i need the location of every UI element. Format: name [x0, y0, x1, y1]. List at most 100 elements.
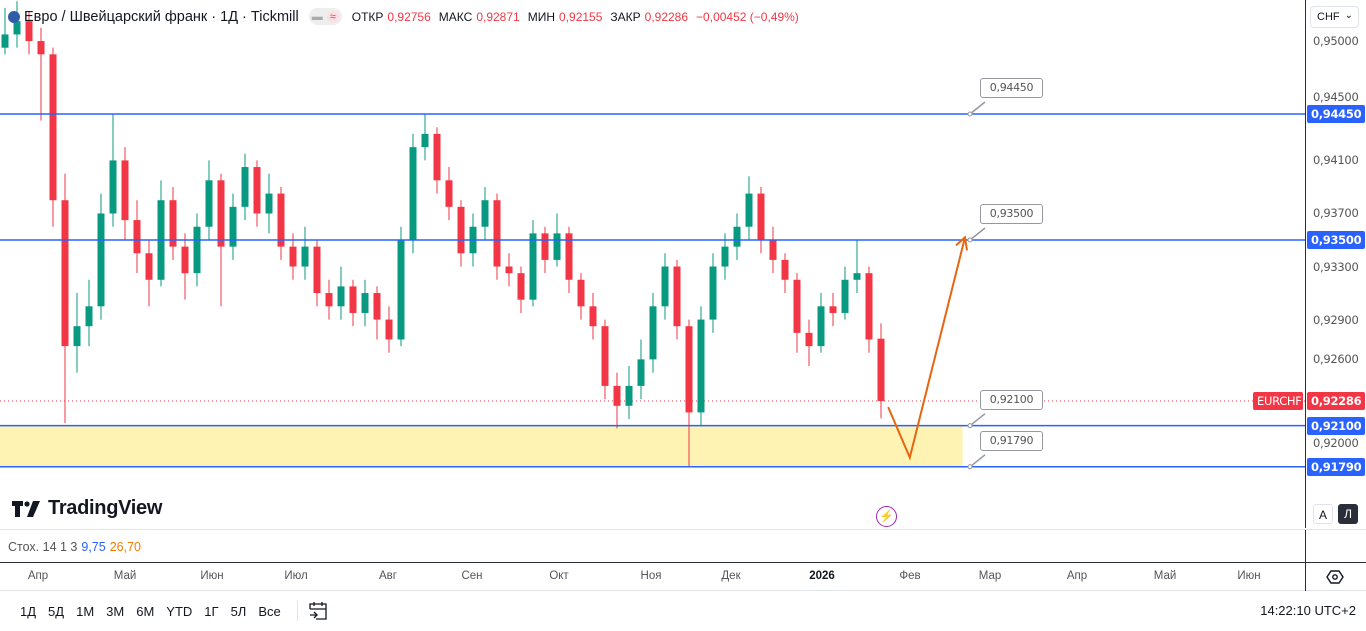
candle-body — [253, 167, 261, 214]
candle-body — [817, 306, 825, 347]
level-callout[interactable]: 0,91790 — [980, 430, 1043, 451]
bottom-toolbar: 1Д 5Д 1М 3М 6М YTD 1Г 5Л Все 14:22:10 UTC+2 — [0, 591, 1366, 631]
change-value: −0,00452 (−0,49%) — [696, 9, 799, 24]
candle-body — [421, 133, 429, 148]
time-tick-label: Мар — [978, 570, 1002, 582]
candle-body — [517, 273, 525, 300]
candle-body — [169, 200, 177, 247]
time-tick-label: Июн — [200, 570, 224, 582]
range-button[interactable]: 1М — [76, 603, 95, 619]
level-callout[interactable]: 0,94450 — [980, 78, 1043, 98]
candle-body — [349, 286, 357, 313]
candle-body — [265, 193, 273, 214]
low-value: 0,92155 — [559, 9, 603, 24]
candle-body — [97, 213, 105, 307]
currency-value: CHF — [1317, 11, 1340, 23]
candle-body — [325, 293, 333, 307]
time-tick-label: Май — [1153, 570, 1177, 582]
candle-body — [733, 226, 741, 247]
time-tick-label: Дек — [721, 570, 741, 582]
dash-icon: ▬ — [311, 10, 323, 23]
open-label: ОТКР — [351, 9, 384, 24]
range-button[interactable]: 5Д — [48, 603, 65, 619]
time-tick-label: 2026 — [809, 570, 835, 582]
candle-body — [25, 21, 33, 42]
lightning-icon[interactable]: ⚡ — [876, 506, 897, 527]
price-tick-label: 0,95000 — [1313, 34, 1359, 49]
projection-arrow — [887, 237, 966, 461]
price-axis[interactable]: 0,95000 0,94500 0,94100 0,93700 0,93300 0,929… — [1305, 0, 1366, 528]
candle-body — [301, 246, 309, 267]
settings-icon[interactable] — [1326, 569, 1344, 585]
candlestick-chart[interactable] — [0, 0, 1305, 528]
candle-body — [433, 133, 441, 181]
candle-body — [373, 293, 381, 320]
open-value: 0,92756 — [387, 9, 431, 24]
time-tick-label: Авг — [379, 570, 397, 582]
chart-plot-area[interactable] — [0, 0, 1305, 528]
range-button[interactable]: YTD — [166, 603, 193, 619]
candle-body — [277, 193, 285, 247]
time-tick-label: Фев — [899, 570, 921, 582]
clock[interactable]: 14:22:10 UTC+2 — [1260, 603, 1356, 618]
log-scale-button[interactable]: Л — [1338, 504, 1358, 524]
range-button[interactable]: 1Г — [204, 603, 219, 619]
time-tick-label: Ноя — [640, 570, 662, 582]
time-axis[interactable]: Апр Май Июн Июл Авг Сен Окт Ноя Дек 2026 Фев Мар Апр… — [0, 563, 1366, 591]
high-label: МАКС — [438, 9, 473, 24]
candle-body — [241, 167, 249, 207]
price-tick-label: 0,92000 — [1313, 435, 1359, 450]
candle-body — [61, 200, 69, 347]
candle-body — [361, 293, 369, 313]
candle-body — [793, 279, 801, 333]
level-callout[interactable]: 0,92100 — [980, 389, 1043, 410]
callout-pointer — [969, 413, 986, 427]
candle-body — [781, 259, 789, 280]
symbol-title[interactable]: Евро / Швейцарский франк · 1Д · Tickmill — [24, 8, 299, 25]
level-callout[interactable]: 0,93500 — [980, 204, 1043, 224]
price-tick-label: 0,93700 — [1313, 206, 1359, 221]
level-price-label: 0,93500 — [1307, 231, 1365, 249]
calendar-goto-icon[interactable] — [308, 601, 328, 621]
candle-body — [13, 21, 21, 35]
symbol-status-pill[interactable]: ▬ ≈ — [308, 8, 342, 25]
range-button[interactable]: 3М — [106, 603, 125, 619]
candle-body — [673, 266, 681, 327]
support-zone — [0, 425, 963, 467]
candle-body — [85, 306, 93, 327]
tradingview-logo[interactable]: TradingView — [12, 497, 162, 520]
time-tick-label: Июн — [1237, 570, 1261, 582]
candle-body — [853, 273, 861, 280]
time-tick-label: Окт — [549, 570, 569, 582]
range-button[interactable]: 6М — [136, 603, 155, 619]
candle-body — [121, 160, 129, 221]
candle-body — [745, 193, 753, 227]
candle-body — [865, 273, 873, 340]
range-button[interactable]: Все — [258, 603, 281, 619]
symbol-tag: EURCHF — [1253, 392, 1303, 410]
stochastic-pane[interactable]: Стох. 14 1 3 9,75 26,70 — [0, 529, 1366, 564]
symbol-flag-icon — [8, 10, 20, 23]
candle-body — [649, 306, 657, 360]
stoch-d-value: 26,70 — [109, 540, 141, 554]
chevron-down-icon: ⌄ — [1344, 10, 1353, 21]
candle-body — [145, 253, 153, 280]
candle-body — [565, 233, 573, 280]
last-price-label: 0,92286 — [1307, 392, 1365, 410]
auto-scale-button[interactable]: A — [1313, 504, 1333, 524]
candle-body — [229, 206, 237, 247]
candle-body — [505, 266, 513, 274]
range-button[interactable]: 5Л — [230, 603, 247, 619]
level-price-label: 0,91790 — [1307, 457, 1365, 476]
currency-select[interactable]: CHF ⌄ — [1310, 6, 1359, 28]
legend-header: Евро / Швейцарский франк · 1Д · Tickmill… — [8, 8, 803, 25]
candle-body — [661, 266, 669, 307]
close-value: 0,92286 — [644, 9, 689, 24]
range-button[interactable]: 1Д — [20, 603, 37, 619]
toolbar-separator — [296, 601, 298, 621]
price-tick-label: 0,93300 — [1313, 259, 1359, 274]
close-label: ЗАКР — [610, 9, 641, 24]
candle-body — [217, 180, 225, 247]
candle-body — [49, 54, 57, 201]
callout-anchor — [967, 423, 973, 429]
